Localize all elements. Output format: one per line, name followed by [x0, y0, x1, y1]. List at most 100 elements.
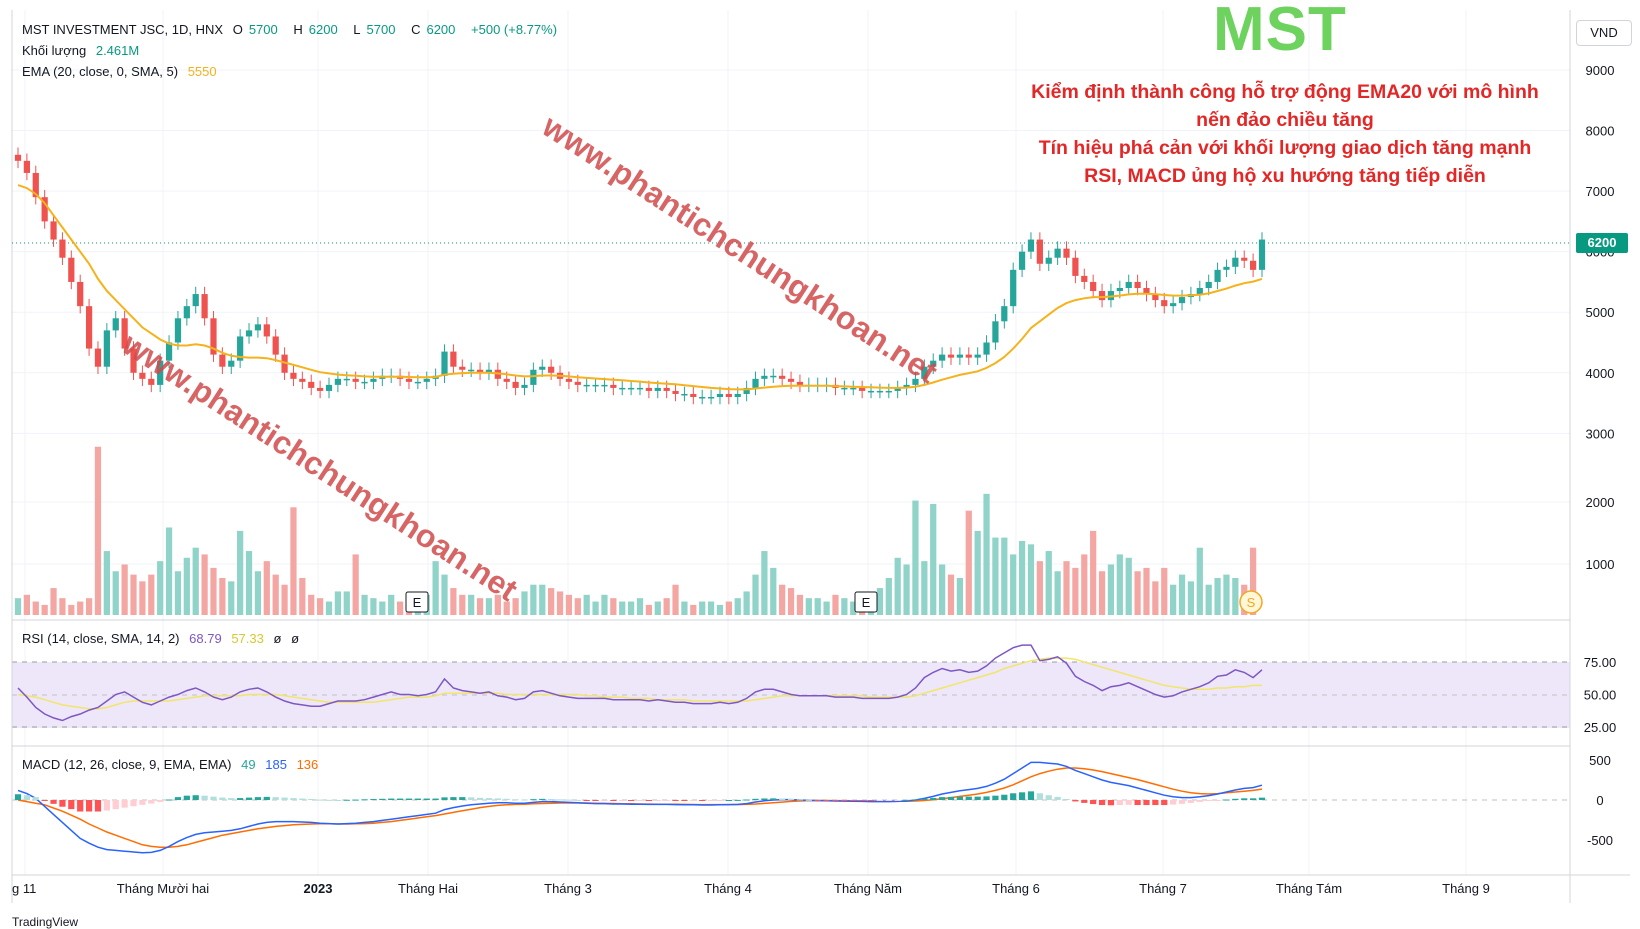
- candle-body: [299, 378, 306, 382]
- change-value: +500 (+8.77%): [471, 22, 558, 37]
- volume-bar: [1187, 581, 1195, 615]
- candle-body: [254, 324, 262, 331]
- macd-hist-bar: [139, 800, 146, 805]
- macd-hist-bar: [1170, 800, 1177, 805]
- volume-bar: [485, 598, 493, 615]
- macd-hist-bar: [805, 799, 812, 801]
- volume-bar: [130, 574, 137, 615]
- axes: g 11 Tháng Mười hai 2023 Tháng Hai Tháng 3 Th…: [12, 63, 1616, 896]
- macd-hist-bar: [290, 798, 297, 800]
- macd-hist-bar: [23, 795, 30, 800]
- volume-bar: [157, 561, 164, 615]
- candle-body: [939, 354, 946, 361]
- volume-legend[interactable]: Khối lượng 2.461M: [22, 43, 145, 58]
- volume-bar: [761, 551, 768, 615]
- macd-hist-bar: [725, 800, 732, 801]
- volume-bar: [494, 594, 501, 615]
- macd-hist-bar: [770, 798, 777, 800]
- ema-legend[interactable]: EMA (20, close, 0, SMA, 5) 5550: [22, 64, 223, 79]
- macd-hist-value: 49: [241, 757, 256, 772]
- volume-bar: [645, 604, 652, 615]
- rsi-label: RSI (14, close, SMA, 14, 2): [22, 631, 180, 646]
- macd-hist-bar: [1107, 800, 1115, 806]
- grid-lines: [12, 10, 1570, 875]
- candle-body: [23, 160, 30, 173]
- tradingview-logo[interactable]: TradingView: [12, 915, 79, 929]
- high-value: 6200: [308, 22, 338, 37]
- macd-legend[interactable]: MACD (12, 26, close, 9, EMA, EMA) 49 185…: [22, 757, 324, 772]
- candle-body: [690, 393, 697, 397]
- note-line-4: RSI, MACD ủng hộ xu hướng tăng tiếp diễn: [1084, 165, 1486, 187]
- candle-body: [281, 354, 288, 373]
- volume-bar: [1125, 557, 1132, 615]
- volume-bar: [610, 598, 617, 615]
- macd-hist-bar: [32, 797, 39, 800]
- macd-hist-bar: [1178, 800, 1186, 804]
- macd-axis-tick-label: 0: [1596, 793, 1603, 808]
- price-axis-tick-label: 7000: [1586, 184, 1615, 199]
- volume-bar: [379, 601, 386, 615]
- volume-bar: [1170, 584, 1177, 615]
- volume-value: 2.461M: [95, 43, 140, 58]
- macd-hist-bar: [396, 798, 404, 800]
- volume-bar: [237, 530, 244, 615]
- macd-hist-bar: [690, 800, 697, 801]
- macd-hist-bar: [1027, 791, 1035, 800]
- earnings-marker-1[interactable]: E: [405, 591, 429, 613]
- macd-hist-bar: [68, 800, 75, 810]
- candle-body: [343, 378, 350, 381]
- macd-hist-bar: [468, 797, 475, 800]
- candle-body: [1018, 251, 1026, 270]
- macd-hist-bar: [1205, 800, 1212, 801]
- macd-hist-bar: [1116, 800, 1123, 806]
- volume-bar: [1090, 530, 1097, 615]
- open-label: O: [232, 22, 243, 37]
- macd-hist-bar: [219, 797, 226, 800]
- volume-bar: [725, 601, 732, 615]
- volume-bar: [343, 591, 350, 615]
- macd-hist-bar: [752, 798, 759, 800]
- macd-hist-bar: [272, 797, 279, 800]
- volume-bar: [939, 564, 946, 615]
- macd-hist-bar: [343, 799, 350, 801]
- volume-bar: [308, 594, 315, 615]
- macd-hist-bar: [14, 794, 22, 800]
- rsi-legend[interactable]: RSI (14, close, SMA, 14, 2) 68.79 57.33 …: [22, 631, 305, 646]
- candle-body: [779, 375, 786, 379]
- macd-hist-bar: [1250, 798, 1257, 800]
- volume-bar: [663, 598, 670, 615]
- macd-hist-bar: [352, 799, 359, 801]
- macd-hist-bar: [1214, 800, 1221, 801]
- candle-body: [903, 384, 910, 388]
- volume-bar: [734, 598, 741, 615]
- volume-bar: [459, 594, 466, 615]
- volume-bar: [1027, 544, 1035, 615]
- ema-value: 5550: [187, 64, 217, 79]
- macd-hist-bar: [814, 800, 821, 801]
- candle-body: [245, 330, 253, 337]
- macd-hist-bar: [903, 799, 910, 801]
- volume-bar: [1250, 547, 1257, 615]
- symbol-name[interactable]: MST INVESTMENT JSC, 1D, HNX: [22, 22, 224, 37]
- candle-body: [450, 351, 457, 367]
- macd-hist-bar: [281, 797, 288, 800]
- rsi-extra-1: ø: [273, 631, 282, 646]
- candle-body: [1250, 260, 1257, 270]
- macd-hist-bar: [121, 800, 128, 808]
- volume-bar: [583, 594, 590, 615]
- earnings-marker-2[interactable]: E: [854, 591, 878, 613]
- macd-hist-bar: [1018, 792, 1026, 800]
- dividend-marker[interactable]: S: [1239, 590, 1263, 614]
- symbol-legend[interactable]: MST INVESTMENT JSC, 1D, HNX O 5700 H 6200 …: [22, 22, 563, 37]
- rsi-value: 68.79: [189, 631, 222, 646]
- macd-axis-tick-label: -500: [1587, 833, 1613, 848]
- macd-hist-bar: [894, 800, 901, 801]
- x-axis-tick-label: Tháng Hai: [398, 881, 458, 896]
- currency-button[interactable]: VND: [1576, 20, 1632, 46]
- volume-bar: [628, 601, 635, 615]
- volume-bar: [743, 591, 750, 615]
- volume-bar: [192, 547, 199, 615]
- volume-bar: [601, 594, 608, 615]
- candle-body: [1001, 306, 1008, 322]
